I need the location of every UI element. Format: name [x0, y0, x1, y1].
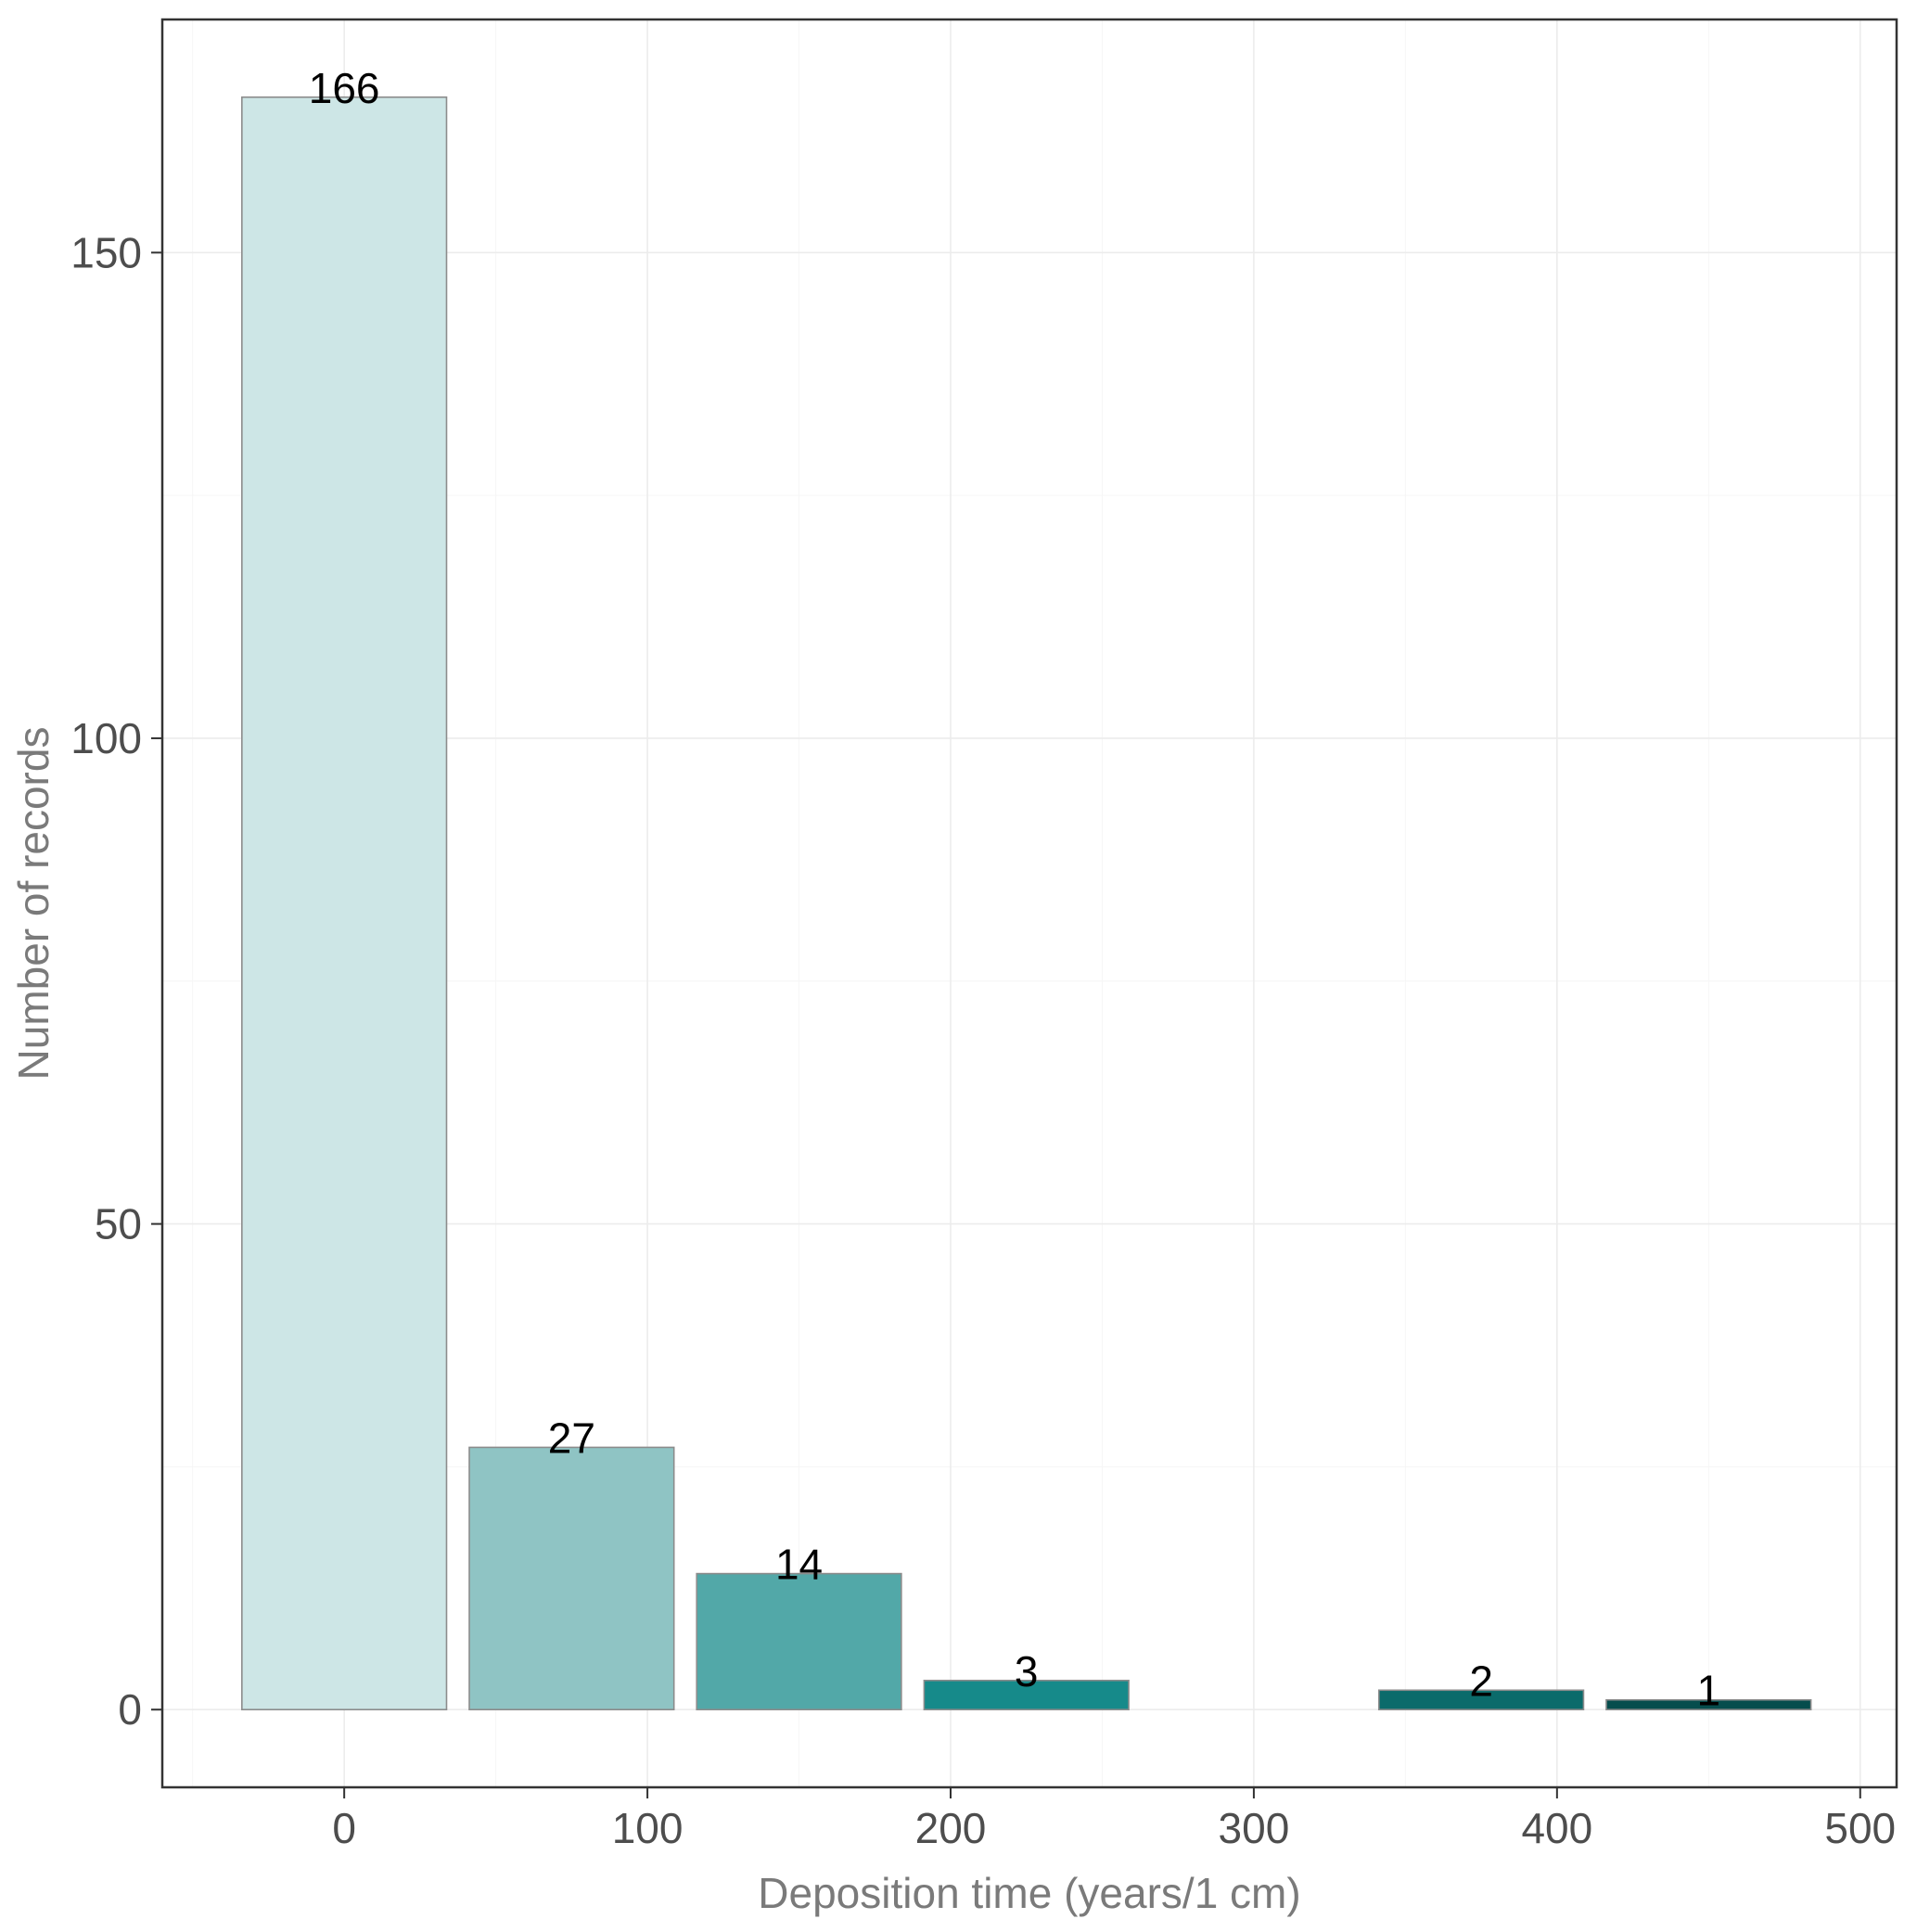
y-tick-label: 50 [95, 1200, 142, 1248]
bar-375 [1377, 1689, 1585, 1711]
x-tick-label: 300 [1219, 1804, 1290, 1852]
y-tick-label: 0 [118, 1685, 142, 1734]
y-tick-label: 150 [70, 228, 142, 276]
bar-0 [241, 96, 448, 1711]
y-axis-title: Number of records [9, 727, 58, 1081]
x-tick-label: 200 [915, 1804, 987, 1852]
x-tick-label: 400 [1521, 1804, 1592, 1852]
grid-lines [162, 19, 1897, 1787]
bar-450 [1605, 1698, 1812, 1711]
bars [241, 96, 1812, 1711]
y-axis: 0 50 100 150 [70, 228, 162, 1734]
bar-value-label: 166 [309, 64, 380, 112]
bar-225 [923, 1680, 1130, 1711]
x-axis: 0 100 200 300 400 500 [332, 1787, 1896, 1852]
x-axis-title: Deposition time (years/1 cm) [758, 1869, 1300, 1917]
y-tick-label: 100 [70, 714, 142, 762]
x-tick-label: 100 [612, 1804, 684, 1852]
bar-labels: 166 27 14 3 2 1 [309, 64, 1720, 1715]
x-tick-label: 500 [1824, 1804, 1896, 1852]
bar-value-label: 1 [1697, 1667, 1721, 1715]
bar-value-label: 14 [775, 1541, 823, 1589]
panel-border [160, 18, 1898, 1789]
bar-75 [468, 1446, 675, 1711]
bar-value-label: 3 [1015, 1647, 1039, 1695]
x-tick-label: 0 [332, 1804, 356, 1852]
bar-value-label: 27 [548, 1414, 595, 1462]
bar-150 [696, 1572, 902, 1711]
bar-value-label: 2 [1469, 1657, 1493, 1705]
